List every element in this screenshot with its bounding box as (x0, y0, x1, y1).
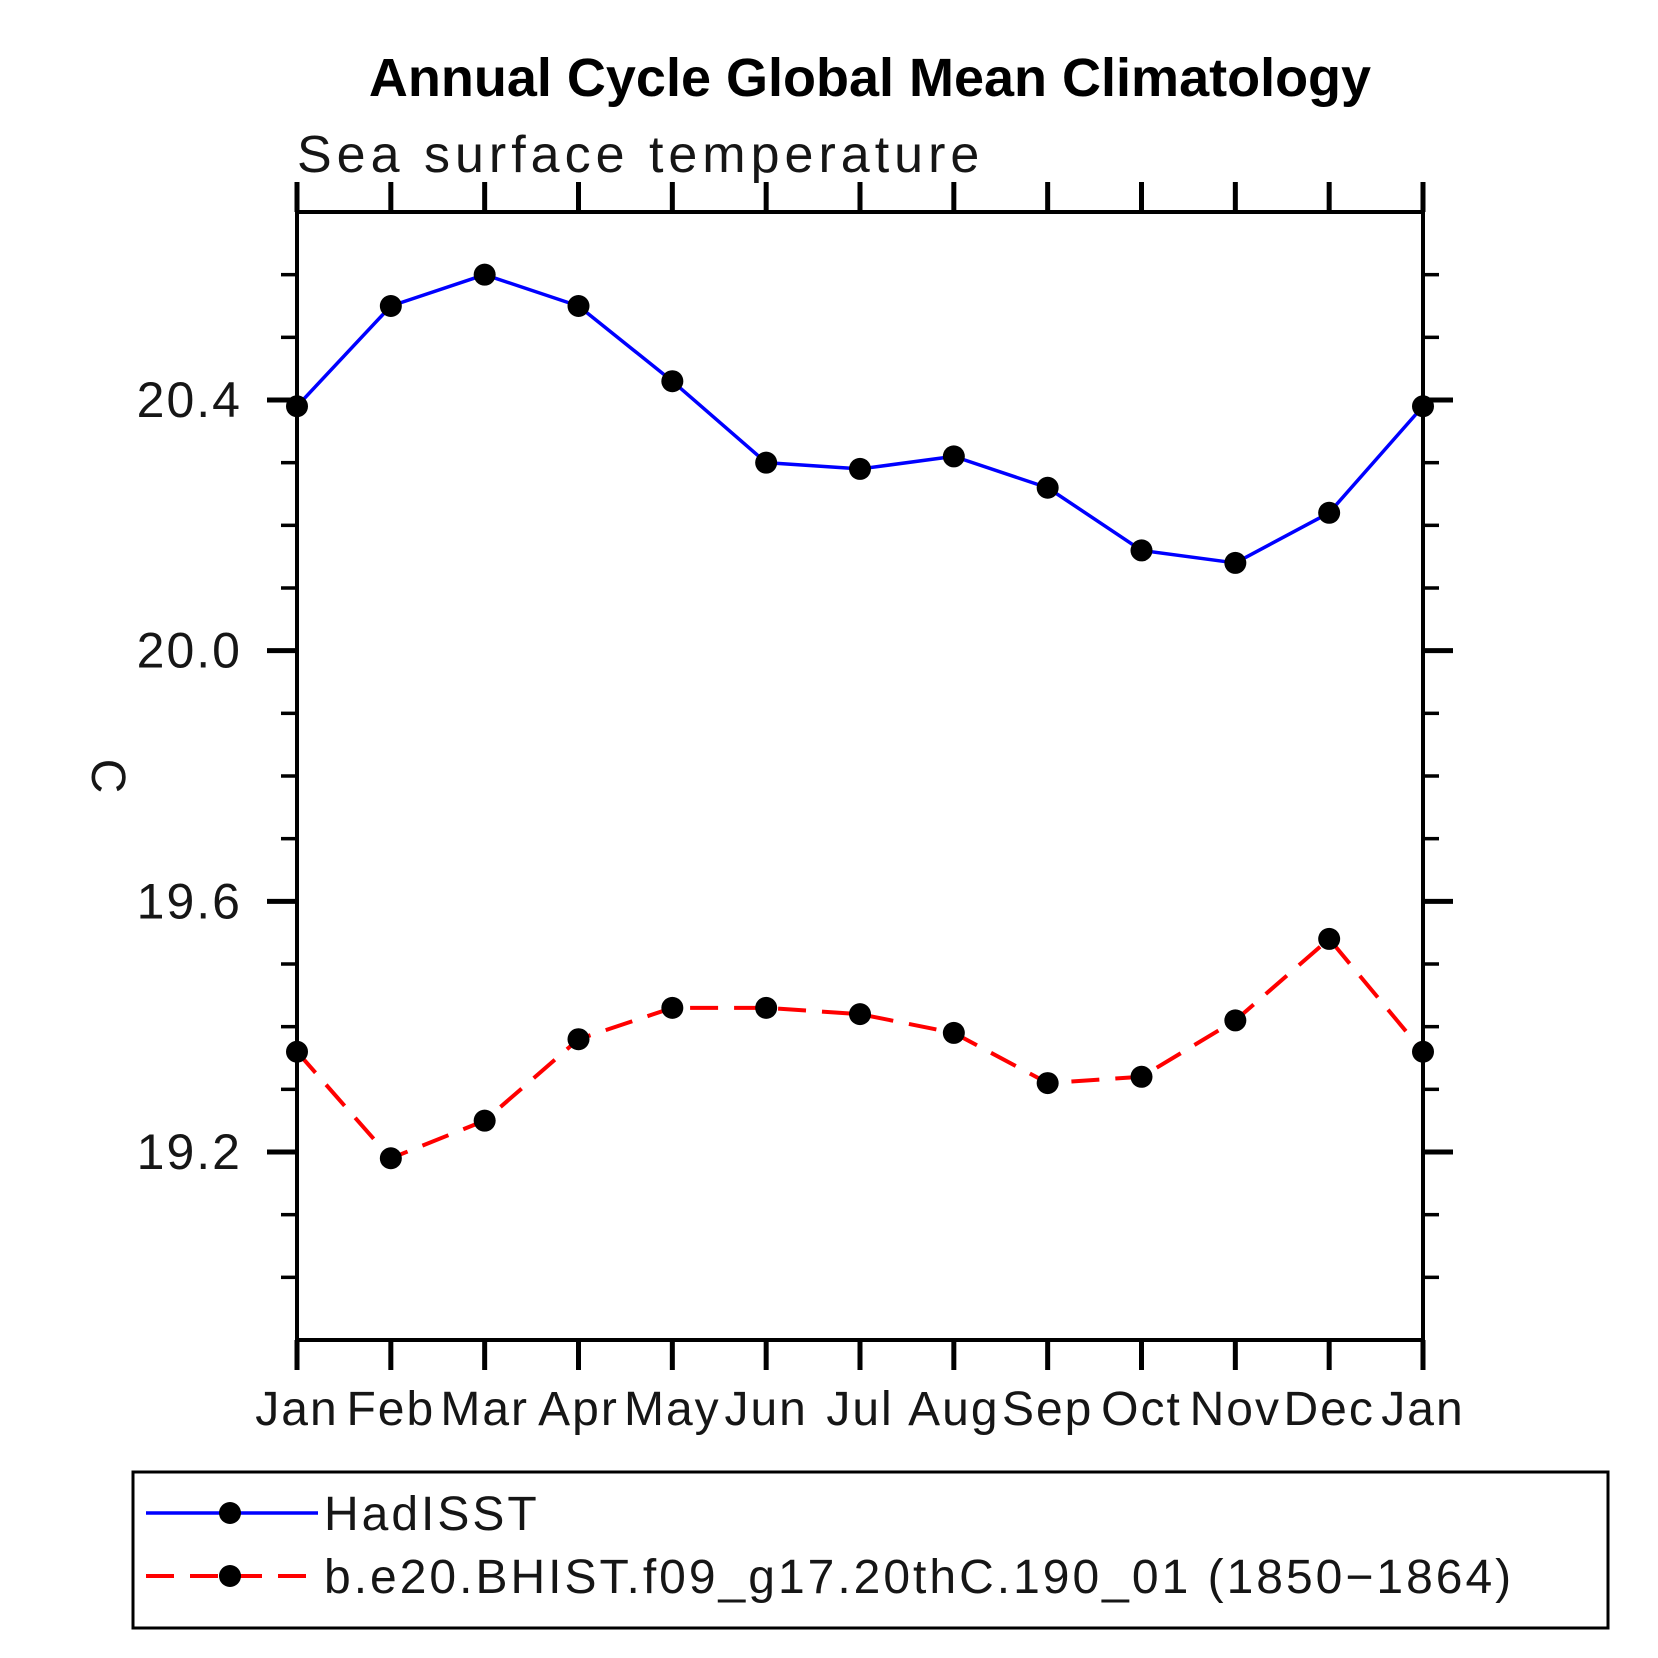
data-point (473, 263, 496, 286)
x-tick-label: Sep (1002, 1383, 1093, 1436)
legend-label: HadISST (324, 1488, 540, 1541)
data-series (286, 263, 1434, 1170)
legend-sample-marker (219, 1565, 241, 1587)
data-point (1224, 551, 1247, 574)
data-point (661, 996, 684, 1019)
data-point (1318, 501, 1341, 524)
data-point (849, 457, 871, 480)
data-point (473, 1109, 496, 1132)
x-tick-label: Aug (908, 1383, 999, 1436)
x-tick-label: Mar (440, 1383, 529, 1436)
data-point (755, 996, 778, 1019)
data-point (379, 295, 402, 317)
x-tick-label: Feb (346, 1383, 435, 1436)
chart-title: Annual Cycle Global Mean Climatology (369, 48, 1371, 108)
data-point (567, 295, 590, 317)
x-tick-label: Jan (1381, 1383, 1464, 1436)
y-tick-label: 20.0 (137, 623, 242, 679)
data-point (1130, 539, 1153, 562)
series-line-0 (295, 272, 1425, 565)
x-tick-label: Apr (538, 1383, 619, 1436)
y-tick-label: 19.2 (137, 1124, 242, 1180)
data-point (755, 451, 778, 474)
series-line-1 (295, 936, 1425, 1161)
data-point (286, 1040, 308, 1063)
data-point (661, 370, 684, 393)
data-point (1224, 1009, 1247, 1032)
x-tick-label: Jun (724, 1383, 807, 1436)
data-point (1130, 1065, 1153, 1088)
legend-label: b.e20.BHIST.f09_g17.20thC.190_01 (1850−1… (324, 1551, 1514, 1604)
data-point (942, 445, 965, 468)
data-point (1412, 395, 1434, 418)
axes (267, 182, 1453, 1370)
legend-box (131, 1470, 1610, 1630)
data-point (1036, 476, 1059, 499)
chart-subtitle: Sea surface temperature (297, 126, 984, 184)
y-tick-label: 19.6 (137, 873, 242, 929)
x-tick-label: Jan (255, 1383, 338, 1436)
y-tick-label: 20.4 (137, 372, 242, 428)
x-tick-label: Oct (1101, 1383, 1182, 1436)
data-point (1412, 1040, 1434, 1063)
y-axis-title: C (81, 759, 134, 794)
x-tick-label: May (624, 1383, 721, 1436)
data-point (849, 1003, 871, 1026)
x-tick-label: Nov (1190, 1383, 1281, 1436)
data-point (379, 1147, 402, 1170)
data-point (1036, 1072, 1059, 1095)
data-point (1318, 927, 1341, 950)
legend-sample-marker (219, 1502, 241, 1524)
legend: HadISST b.e20.BHIST.f09_g17.20thC.190_01 … (131, 1470, 1610, 1630)
data-point (567, 1028, 590, 1051)
x-tick-label: Jul (826, 1383, 893, 1436)
x-tick-label: Dec (1283, 1383, 1374, 1436)
data-point (942, 1021, 965, 1044)
plot-frame (295, 210, 1425, 1342)
data-point (286, 395, 308, 418)
